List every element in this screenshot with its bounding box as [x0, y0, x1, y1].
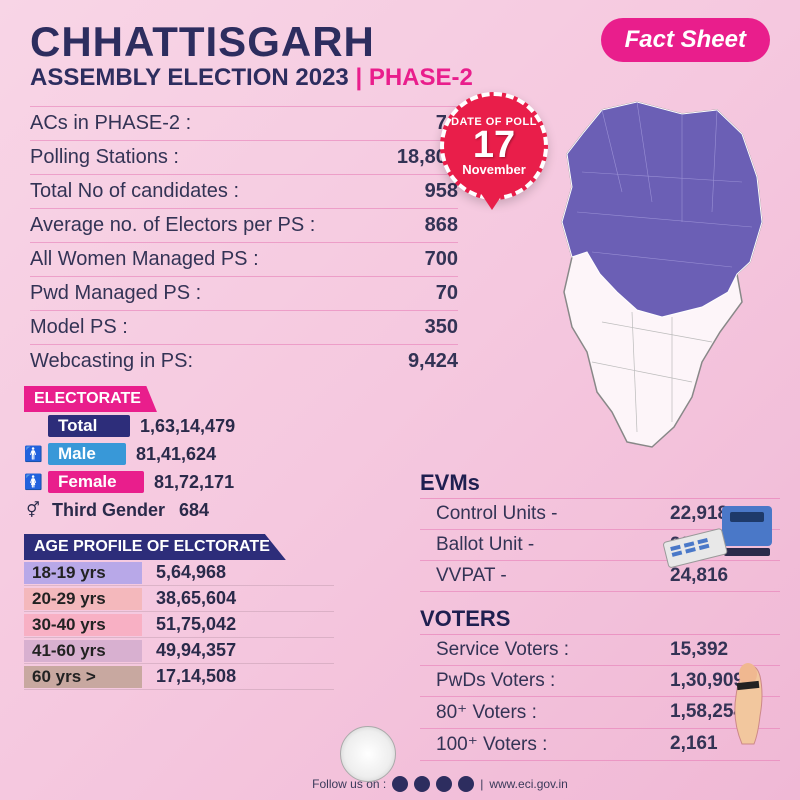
- voters-heading: VOTERS: [420, 606, 780, 635]
- age-profile-rows: 18-19 yrs 5,64,968 20-29 yrs 38,65,604 30-40…: [24, 560, 334, 690]
- stat-value: 868: [376, 214, 458, 237]
- electorate-value: 684: [179, 500, 209, 521]
- stat-row: All Women Managed PS :700: [30, 242, 458, 276]
- electorate-row: ⚥ Third Gender 684: [24, 496, 374, 524]
- youtube-icon: [458, 776, 474, 792]
- electorate-value: 81,72,171: [154, 472, 234, 493]
- evms-heading: EVMs: [420, 470, 780, 499]
- stat-label: Webcasting in PS:: [30, 350, 376, 373]
- eci-logo-icon: [340, 726, 396, 782]
- voter-label: 80⁺ Voters :: [420, 701, 670, 724]
- age-row: 20-29 yrs 38,65,604: [24, 586, 334, 612]
- electorate-value: 81,41,624: [136, 444, 216, 465]
- age-profile-heading: AGE PROFILE OF ELCTORATE: [24, 534, 286, 560]
- electorate-label: Third Gender: [48, 500, 165, 521]
- poll-date-day: 17: [444, 128, 544, 162]
- gender-icon: 🚹: [24, 445, 42, 463]
- facebook-icon: [392, 776, 408, 792]
- stat-label: All Women Managed PS :: [30, 248, 376, 271]
- subtitle-sep: |: [349, 64, 369, 91]
- age-band: 18-19 yrs: [24, 562, 142, 584]
- age-row: 41-60 yrs 49,94,357: [24, 638, 334, 664]
- state-map: [542, 92, 774, 462]
- evm-label: Control Units -: [420, 503, 670, 525]
- stat-row: Average no. of Electors per PS :868: [30, 208, 458, 242]
- age-band: 60 yrs >: [24, 666, 142, 688]
- stat-row: ACs in PHASE-2 :70: [30, 106, 458, 140]
- stat-label: Polling Stations :: [30, 146, 376, 169]
- stat-value: 9,424: [376, 350, 458, 373]
- voter-label: PwDs Voters :: [420, 670, 670, 692]
- poll-date-month: November: [444, 162, 544, 177]
- subtitle-prefix: ASSEMBLY ELECTION 2023: [30, 64, 349, 91]
- stat-value: 700: [376, 248, 458, 271]
- stat-row: Polling Stations :18,806: [30, 140, 458, 174]
- electorate-bar: Total: [48, 415, 130, 437]
- electorate-row: 🚹 Male 81,41,624: [24, 440, 374, 468]
- stat-label: Model PS :: [30, 316, 376, 339]
- top-stats: ACs in PHASE-2 :70Polling Stations :18,8…: [30, 106, 458, 378]
- stat-label: Total No of candidates :: [30, 180, 376, 203]
- age-row: 60 yrs > 17,14,508: [24, 664, 334, 690]
- gender-icon: 🚺: [24, 473, 42, 491]
- age-band: 20-29 yrs: [24, 588, 142, 610]
- fact-sheet-badge: Fact Sheet: [601, 18, 770, 62]
- voter-value: 15,392: [670, 639, 780, 661]
- age-row: 30-40 yrs 51,75,042: [24, 612, 334, 638]
- stat-row: Total No of candidates :958: [30, 174, 458, 208]
- stat-label: Pwd Managed PS :: [30, 282, 376, 305]
- electorate-heading: ELECTORATE: [24, 386, 157, 412]
- age-value: 51,75,042: [156, 614, 236, 635]
- subtitle: ASSEMBLY ELECTION 2023 | PHASE-2: [30, 64, 770, 92]
- bubble-tail-icon: [480, 192, 504, 210]
- stat-row: Webcasting in PS:9,424: [30, 344, 458, 378]
- stat-row: Pwd Managed PS :70: [30, 276, 458, 310]
- subtitle-phase: PHASE-2: [369, 64, 473, 91]
- evm-label: Ballot Unit -: [420, 534, 670, 556]
- electorate-row: Total 1,63,14,479: [24, 412, 374, 440]
- age-value: 5,64,968: [156, 562, 226, 583]
- age-band: 30-40 yrs: [24, 614, 142, 636]
- stat-label: Average no. of Electors per PS :: [30, 214, 376, 237]
- state-title: CHHATTISGARH: [30, 18, 375, 66]
- stat-value: 350: [376, 316, 458, 339]
- gender-icon: ⚥: [24, 501, 42, 519]
- voter-label: Service Voters :: [420, 639, 670, 661]
- stat-value: 958: [376, 180, 458, 203]
- age-value: 17,14,508: [156, 666, 236, 687]
- age-value: 38,65,604: [156, 588, 236, 609]
- electorate-bar: Female: [48, 471, 144, 493]
- inked-finger-icon: [724, 660, 770, 746]
- evm-label: VVPAT -: [420, 565, 670, 587]
- electorate-bar: Male: [48, 443, 126, 465]
- instagram-icon: [436, 776, 452, 792]
- age-value: 49,94,357: [156, 640, 236, 661]
- stat-row: Model PS :350: [30, 310, 458, 344]
- electorate-value: 1,63,14,479: [140, 416, 235, 437]
- x-icon: [414, 776, 430, 792]
- evm-icon: [662, 502, 780, 572]
- stat-label: ACs in PHASE-2 :: [30, 112, 376, 135]
- poll-date-bubble: DATE OF POLL 17 November: [440, 92, 548, 200]
- voter-label: 100⁺ Voters :: [420, 733, 670, 756]
- stat-value: 70: [376, 282, 458, 305]
- footer-site: www.eci.gov.in: [489, 777, 567, 791]
- electorate-row: 🚺 Female 81,72,171: [24, 468, 374, 496]
- age-band: 41-60 yrs: [24, 640, 142, 662]
- electorate-rows: Total 1,63,14,479 🚹 Male 81,41,624 🚺 Female 81,…: [24, 412, 374, 524]
- footer: Follow us on : | www.eci.gov.in: [0, 776, 800, 792]
- age-row: 18-19 yrs 5,64,968: [24, 560, 334, 586]
